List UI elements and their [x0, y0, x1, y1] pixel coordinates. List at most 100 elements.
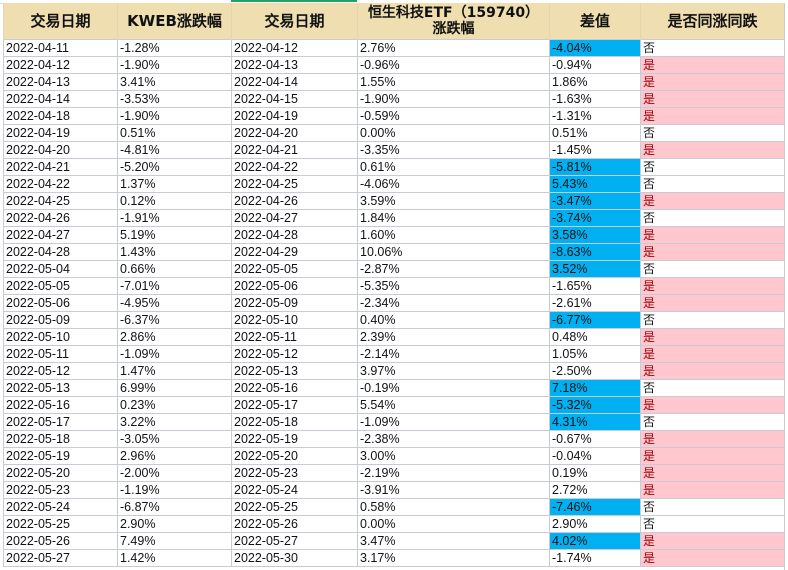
- kweb-change-cell[interactable]: -4.95%: [117, 294, 232, 312]
- header-kweb-change[interactable]: KWEB涨跌幅: [117, 3, 232, 40]
- hs-date-cell[interactable]: 2022-05-30: [231, 549, 358, 567]
- diff-cell[interactable]: 1.05%: [549, 345, 641, 363]
- header-hs-change[interactable]: 恒生科技ETF（159740） 涨跌幅: [357, 3, 550, 40]
- hs-change-cell[interactable]: 1.84%: [357, 209, 550, 227]
- hs-change-cell[interactable]: -1.90%: [357, 90, 550, 108]
- hs-date-cell[interactable]: 2022-05-25: [231, 498, 358, 516]
- same-direction-cell[interactable]: 否: [640, 413, 785, 431]
- diff-cell[interactable]: 4.02%: [549, 532, 641, 550]
- hs-change-cell[interactable]: -2.87%: [357, 260, 550, 278]
- hs-date-cell[interactable]: 2022-04-28: [231, 226, 358, 244]
- hs-change-cell[interactable]: 1.55%: [357, 73, 550, 91]
- hs-change-cell[interactable]: -2.34%: [357, 294, 550, 312]
- hs-date-cell[interactable]: 2022-05-05: [231, 260, 358, 278]
- hs-change-cell[interactable]: -1.09%: [357, 413, 550, 431]
- kweb-change-cell[interactable]: -3.05%: [117, 430, 232, 448]
- hs-change-cell[interactable]: 3.17%: [357, 549, 550, 567]
- kweb-change-cell[interactable]: 5.19%: [117, 226, 232, 244]
- same-direction-cell[interactable]: 否: [640, 124, 785, 142]
- kweb-date-cell[interactable]: 2022-05-24: [3, 498, 118, 516]
- hs-date-cell[interactable]: 2022-05-20: [231, 447, 358, 465]
- kweb-change-cell[interactable]: 0.66%: [117, 260, 232, 278]
- diff-cell[interactable]: -5.81%: [549, 158, 641, 176]
- same-direction-cell[interactable]: 是: [640, 396, 785, 414]
- header-kweb-date[interactable]: 交易日期: [3, 3, 118, 40]
- hs-date-cell[interactable]: 2022-05-06: [231, 277, 358, 295]
- kweb-date-cell[interactable]: 2022-05-20: [3, 464, 118, 482]
- hs-date-cell[interactable]: 2022-05-24: [231, 481, 358, 499]
- same-direction-cell[interactable]: 是: [640, 277, 785, 295]
- hs-date-cell[interactable]: 2022-05-19: [231, 430, 358, 448]
- hs-date-cell[interactable]: 2022-04-20: [231, 124, 358, 142]
- diff-cell[interactable]: -2.50%: [549, 362, 641, 380]
- kweb-date-cell[interactable]: 2022-04-19: [3, 124, 118, 142]
- kweb-change-cell[interactable]: 1.42%: [117, 549, 232, 567]
- hs-change-cell[interactable]: -0.96%: [357, 56, 550, 74]
- diff-cell[interactable]: -3.74%: [549, 209, 641, 227]
- kweb-date-cell[interactable]: 2022-05-13: [3, 379, 118, 397]
- diff-cell[interactable]: -5.32%: [549, 396, 641, 414]
- hs-date-cell[interactable]: 2022-05-26: [231, 515, 358, 533]
- kweb-date-cell[interactable]: 2022-04-12: [3, 56, 118, 74]
- diff-cell[interactable]: 1.86%: [549, 73, 641, 91]
- hs-date-cell[interactable]: 2022-05-18: [231, 413, 358, 431]
- kweb-change-cell[interactable]: 6.99%: [117, 379, 232, 397]
- same-direction-cell[interactable]: 是: [640, 464, 785, 482]
- hs-date-cell[interactable]: 2022-05-10: [231, 311, 358, 329]
- diff-cell[interactable]: 3.52%: [549, 260, 641, 278]
- hs-date-cell[interactable]: 2022-04-15: [231, 90, 358, 108]
- kweb-date-cell[interactable]: 2022-04-11: [3, 39, 118, 57]
- kweb-change-cell[interactable]: 0.23%: [117, 396, 232, 414]
- hs-date-cell[interactable]: 2022-05-12: [231, 345, 358, 363]
- same-direction-cell[interactable]: 是: [640, 328, 785, 346]
- kweb-date-cell[interactable]: 2022-04-25: [3, 192, 118, 210]
- kweb-change-cell[interactable]: 1.43%: [117, 243, 232, 261]
- hs-change-cell[interactable]: 0.58%: [357, 498, 550, 516]
- same-direction-cell[interactable]: 否: [640, 311, 785, 329]
- kweb-date-cell[interactable]: 2022-04-26: [3, 209, 118, 227]
- diff-cell[interactable]: 2.90%: [549, 515, 641, 533]
- diff-cell[interactable]: -0.04%: [549, 447, 641, 465]
- hs-change-cell[interactable]: 0.61%: [357, 158, 550, 176]
- hs-date-cell[interactable]: 2022-04-27: [231, 209, 358, 227]
- diff-cell[interactable]: 2.72%: [549, 481, 641, 499]
- kweb-date-cell[interactable]: 2022-04-22: [3, 175, 118, 193]
- kweb-change-cell[interactable]: 0.51%: [117, 124, 232, 142]
- kweb-date-cell[interactable]: 2022-04-18: [3, 107, 118, 125]
- kweb-date-cell[interactable]: 2022-05-18: [3, 430, 118, 448]
- hs-date-cell[interactable]: 2022-04-21: [231, 141, 358, 159]
- hs-change-cell[interactable]: -2.38%: [357, 430, 550, 448]
- hs-change-cell[interactable]: 1.60%: [357, 226, 550, 244]
- kweb-change-cell[interactable]: -7.01%: [117, 277, 232, 295]
- diff-cell[interactable]: -1.63%: [549, 90, 641, 108]
- hs-change-cell[interactable]: 3.59%: [357, 192, 550, 210]
- diff-cell[interactable]: 0.48%: [549, 328, 641, 346]
- kweb-change-cell[interactable]: -1.28%: [117, 39, 232, 57]
- hs-change-cell[interactable]: -3.91%: [357, 481, 550, 499]
- hs-change-cell[interactable]: -5.35%: [357, 277, 550, 295]
- hs-date-cell[interactable]: 2022-04-25: [231, 175, 358, 193]
- kweb-change-cell[interactable]: 7.49%: [117, 532, 232, 550]
- hs-date-cell[interactable]: 2022-04-14: [231, 73, 358, 91]
- kweb-change-cell[interactable]: 1.37%: [117, 175, 232, 193]
- same-direction-cell[interactable]: 否: [640, 158, 785, 176]
- kweb-change-cell[interactable]: 3.41%: [117, 73, 232, 91]
- same-direction-cell[interactable]: 否: [640, 209, 785, 227]
- hs-change-cell[interactable]: 10.06%: [357, 243, 550, 261]
- diff-cell[interactable]: 4.31%: [549, 413, 641, 431]
- diff-cell[interactable]: -1.65%: [549, 277, 641, 295]
- hs-date-cell[interactable]: 2022-05-23: [231, 464, 358, 482]
- hs-change-cell[interactable]: 0.00%: [357, 515, 550, 533]
- kweb-change-cell[interactable]: -5.20%: [117, 158, 232, 176]
- hs-date-cell[interactable]: 2022-05-17: [231, 396, 358, 414]
- kweb-change-cell[interactable]: 3.22%: [117, 413, 232, 431]
- hs-change-cell[interactable]: -4.06%: [357, 175, 550, 193]
- kweb-date-cell[interactable]: 2022-04-13: [3, 73, 118, 91]
- same-direction-cell[interactable]: 是: [640, 345, 785, 363]
- hs-change-cell[interactable]: -2.19%: [357, 464, 550, 482]
- hs-date-cell[interactable]: 2022-04-13: [231, 56, 358, 74]
- diff-cell[interactable]: -1.74%: [549, 549, 641, 567]
- same-direction-cell[interactable]: 是: [640, 362, 785, 380]
- same-direction-cell[interactable]: 是: [640, 481, 785, 499]
- same-direction-cell[interactable]: 是: [640, 430, 785, 448]
